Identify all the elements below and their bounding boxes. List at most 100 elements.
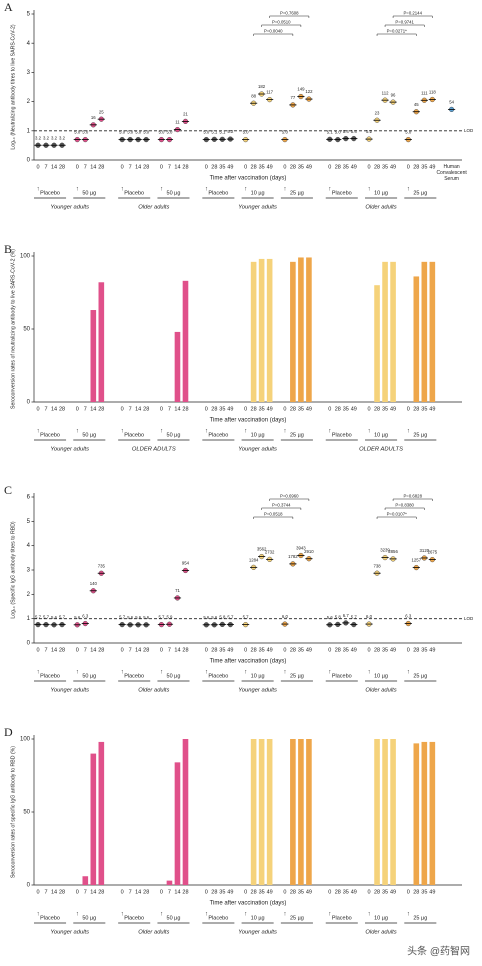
value-label: 71 (175, 588, 180, 593)
y-tick-label: 0 (27, 641, 31, 647)
x-tick-label: 7 (44, 164, 47, 170)
bar (413, 743, 420, 885)
value-label: 16 (91, 115, 96, 120)
x-tick-label: 35 (298, 164, 304, 170)
bar (174, 331, 181, 402)
x-tick-label: 14 (135, 647, 141, 653)
cohort-label: Older adults (138, 205, 169, 211)
x-tick-label: 35 (343, 406, 349, 412)
x-tick-label: 35 (259, 406, 265, 412)
x-tick-label: 0 (121, 406, 124, 412)
value-label: 5.0 (405, 130, 412, 135)
x-tick-label: 14 (51, 164, 57, 170)
x-tick-label: 28 (98, 164, 104, 170)
dose-label: 50 µg (82, 190, 96, 196)
value-label: 5.0 (74, 130, 81, 135)
x-tick-label: 35 (343, 647, 349, 653)
x-tick-label: 49 (267, 164, 273, 170)
dose-label: 10 µg (374, 673, 388, 679)
y-axis-label: Log₁₀ (Specific IgG antibody titres to R… (10, 521, 16, 619)
arrow: ↑ (160, 912, 163, 918)
dose-label: 25 µg (413, 432, 427, 438)
bar (174, 762, 181, 885)
x-axis-label: Time after vaccination (days) (210, 901, 287, 907)
x-tick-label: 0 (244, 647, 247, 653)
cohort-label: Older adults (138, 930, 169, 936)
value-label: 738 (373, 563, 381, 568)
x-tick-label: 7 (84, 889, 87, 895)
x-tick-label: 35 (382, 164, 388, 170)
bar (250, 739, 257, 885)
comparison-label: P=0.0518 (264, 512, 283, 517)
x-tick-label: 28 (98, 889, 104, 895)
x-tick-label: 28 (374, 647, 380, 653)
x-tick-label: 28 (251, 406, 257, 412)
x-tick-label: 14 (174, 889, 180, 895)
arrow: ↑ (244, 912, 247, 918)
cohort-label: Younger adults (238, 688, 277, 694)
value-label: 2910 (304, 549, 314, 554)
arrow: ↑ (37, 187, 40, 193)
value-label: 117 (266, 90, 273, 95)
arrow: ↑ (328, 429, 331, 435)
arrow: ↑ (283, 429, 286, 435)
x-tick-label: 14 (90, 889, 96, 895)
x-tick-label: 14 (174, 647, 180, 653)
x-tick-label: 28 (251, 164, 257, 170)
x-tick-label: 0 (283, 647, 286, 653)
dose-label: Placebo (40, 915, 60, 921)
cohort-label: Younger adults (50, 205, 89, 211)
x-tick-label: 49 (351, 647, 357, 653)
dose-label: 25 µg (290, 915, 304, 921)
arrow: ↑ (121, 187, 124, 193)
x-tick-label: 35 (219, 406, 225, 412)
arrow: ↑ (283, 912, 286, 918)
arrow: ↑ (244, 429, 247, 435)
x-tick-label: 28 (182, 164, 188, 170)
x-tick-label: 28 (374, 406, 380, 412)
value-label: 3.2 (35, 135, 42, 140)
arrow: ↑ (368, 187, 371, 193)
arrow: ↑ (37, 429, 40, 435)
arrow: ↑ (205, 429, 208, 435)
x-tick-label: 0 (283, 406, 286, 412)
y-tick-label: 2 (27, 592, 31, 598)
bar (166, 880, 173, 885)
comparison-bracket (269, 15, 310, 18)
y-tick-label: 3 (27, 70, 31, 76)
value-label: 5.6 (211, 615, 218, 620)
x-tick-label: 28 (251, 889, 257, 895)
bar (382, 739, 388, 885)
value-label: 122 (305, 89, 313, 94)
comparison-bracket (384, 24, 425, 27)
arrow: ↑ (121, 670, 124, 676)
value-label: 5.0 (135, 130, 142, 135)
dose-label: 50 µg (82, 915, 96, 921)
bar (421, 261, 428, 402)
x-tick-label: 7 (44, 889, 47, 895)
x-tick-label: 14 (51, 406, 57, 412)
value-label: 5.7 (119, 615, 126, 620)
bar (421, 741, 428, 885)
x-tick-label: 49 (267, 889, 273, 895)
value-label: 54 (449, 100, 454, 105)
value-label: 5.6 (127, 615, 134, 620)
panel-letter: B (4, 242, 12, 256)
bar (98, 282, 105, 402)
cohort-label: Younger adults (50, 688, 89, 694)
dose-label: 10 µg (374, 915, 388, 921)
dose-label: 25 µg (290, 190, 304, 196)
value-label: 5.7 (158, 615, 165, 620)
bar (250, 261, 257, 402)
value-label: 5.8 (335, 615, 342, 620)
x-tick-label: 28 (59, 406, 65, 412)
x-tick-label: 0 (121, 889, 124, 895)
x-tick-label: 35 (382, 647, 388, 653)
x-tick-label: 49 (390, 164, 396, 170)
dose-label: 10 µg (251, 190, 265, 196)
value-label: 149 (297, 87, 305, 92)
x-tick-label: 0 (407, 164, 410, 170)
comparison-label: P=0.6960 (280, 494, 299, 499)
value-label: 3239 (380, 548, 390, 553)
x-tick-label: 28 (251, 647, 257, 653)
